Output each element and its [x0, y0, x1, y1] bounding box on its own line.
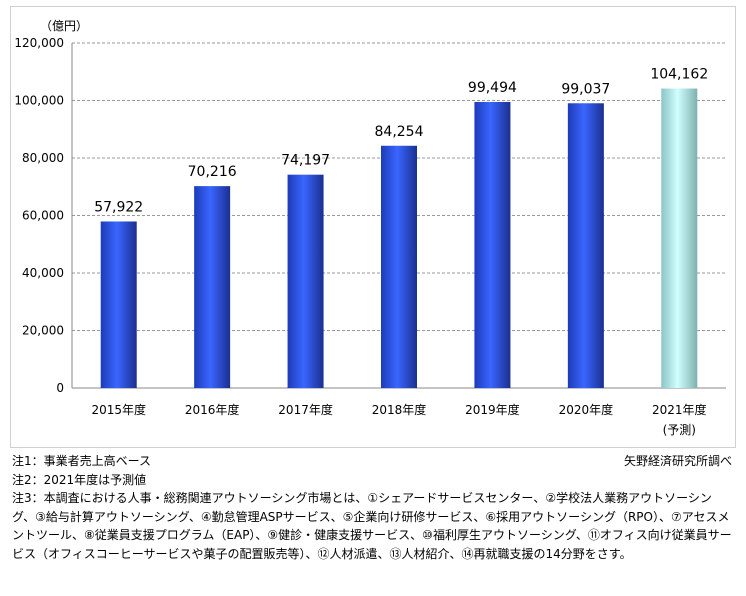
data-label: 99,494: [468, 80, 517, 96]
notes: 注1：事業者売上高ベース 注2：2021年度は予測値 注3：本調査における人事・…: [12, 452, 732, 563]
bar-2021年度: [661, 88, 698, 389]
x-tick-label: 2016年度: [185, 402, 240, 417]
data-label: 74,197: [281, 153, 330, 169]
x-tick-sublabel: (予測): [663, 423, 696, 437]
data-label: 104,162: [650, 67, 708, 83]
y-tick-label: 0: [56, 381, 64, 395]
y-tick-label: 40,000: [22, 266, 64, 280]
data-label: 84,254: [375, 124, 424, 140]
y-tick-label: 60,000: [22, 209, 64, 223]
y-tick-label: 20,000: [22, 324, 64, 338]
x-tick-label: 2015年度: [91, 402, 146, 417]
x-tick-label: 2018年度: [372, 402, 427, 417]
bar-2015年度: [100, 221, 137, 388]
source-note: 矢野経済研究所調べ: [623, 454, 732, 468]
note-3: 注3：本調査における人事・総務関連アウトソーシング市場とは、①シェアードサービス…: [12, 491, 732, 561]
x-tick-label: 2017年度: [278, 402, 333, 417]
bar-2019年度: [474, 101, 511, 389]
y-tick-label: 100,000: [14, 94, 64, 108]
y-tick-label: 120,000: [14, 36, 64, 50]
chart-frame: [10, 6, 736, 448]
x-tick-label: 2020年度: [559, 402, 614, 417]
bar-2017年度: [287, 174, 324, 388]
bar-2018年度: [381, 145, 417, 388]
data-label: 70,216: [188, 164, 237, 180]
y-tick-label: 80,000: [22, 151, 64, 165]
x-tick-label: 2019年度: [465, 402, 520, 417]
bar-2020年度: [567, 103, 604, 389]
bar-2016年度: [194, 186, 231, 388]
data-label: 57,922: [94, 199, 143, 215]
note-1: 注1：事業者売上高ベース: [12, 454, 152, 468]
x-tick-label: 2021年度: [652, 402, 707, 417]
bar-chart: （億円） 0 20,000 40,000 60,000 80,000 100,000 120…: [14, 19, 726, 437]
note-2: 注2：2021年度は予測値: [12, 472, 147, 487]
y-unit-label: （億円）: [40, 19, 88, 33]
data-label: 99,037: [561, 81, 610, 97]
